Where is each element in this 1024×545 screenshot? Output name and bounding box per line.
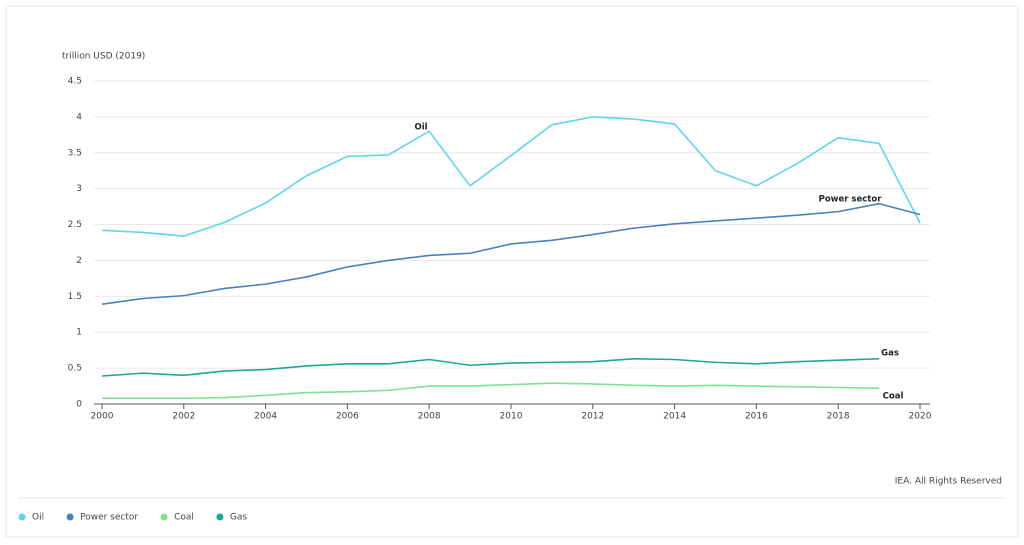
legend-marker bbox=[216, 513, 224, 521]
y-tick-label: 0 bbox=[76, 400, 82, 410]
series-line bbox=[101, 116, 921, 237]
source: IEA. All Rights Reserved bbox=[895, 477, 1002, 487]
series-annotation: Gas bbox=[881, 349, 899, 359]
x-tick-label: 2016 bbox=[745, 412, 768, 422]
x-tick-label: 2000 bbox=[91, 412, 114, 422]
y-tick-label: 4 bbox=[76, 112, 82, 122]
x-tick-label: 2012 bbox=[581, 412, 604, 422]
y-tick-label: 0.5 bbox=[68, 364, 82, 374]
x-tick-label: 2014 bbox=[663, 412, 686, 422]
legend-marker bbox=[66, 513, 74, 521]
x-tick-label: 2010 bbox=[500, 412, 523, 422]
series-annotation: Oil bbox=[414, 123, 427, 133]
x-tick-label: 2002 bbox=[172, 412, 195, 422]
x-tick-label: 2006 bbox=[336, 412, 359, 422]
series-line bbox=[101, 357, 880, 377]
y-tick-label: 2 bbox=[76, 256, 82, 266]
legend-label: Power sector bbox=[80, 513, 138, 523]
legend-label: Gas bbox=[230, 513, 247, 523]
frame bbox=[5, 5, 1019, 538]
x-tick-label: 2008 bbox=[418, 412, 441, 422]
y-tick-label: 3 bbox=[76, 184, 82, 194]
y-axis-label: trillion USD (2019) bbox=[62, 52, 145, 62]
x-tick-label: 2018 bbox=[827, 412, 850, 422]
x-tick-label: 2020 bbox=[909, 412, 932, 422]
legend-marker bbox=[160, 513, 168, 521]
series-line bbox=[101, 202, 921, 306]
y-tick-label: 4.5 bbox=[68, 77, 82, 87]
series-line bbox=[102, 382, 880, 400]
series-annotation: Coal bbox=[883, 392, 904, 402]
legend-label: Coal bbox=[174, 513, 194, 523]
legend-marker bbox=[18, 513, 26, 521]
y-tick-label: 1.5 bbox=[68, 292, 82, 302]
x-tick-label: 2004 bbox=[254, 412, 277, 422]
y-tick-label: 2.5 bbox=[68, 220, 82, 230]
y-tick-label: 3.5 bbox=[68, 148, 82, 158]
series-annotation: Power sector bbox=[819, 195, 883, 205]
y-tick-label: 1 bbox=[76, 328, 82, 338]
legend-label: Oil bbox=[32, 513, 44, 523]
